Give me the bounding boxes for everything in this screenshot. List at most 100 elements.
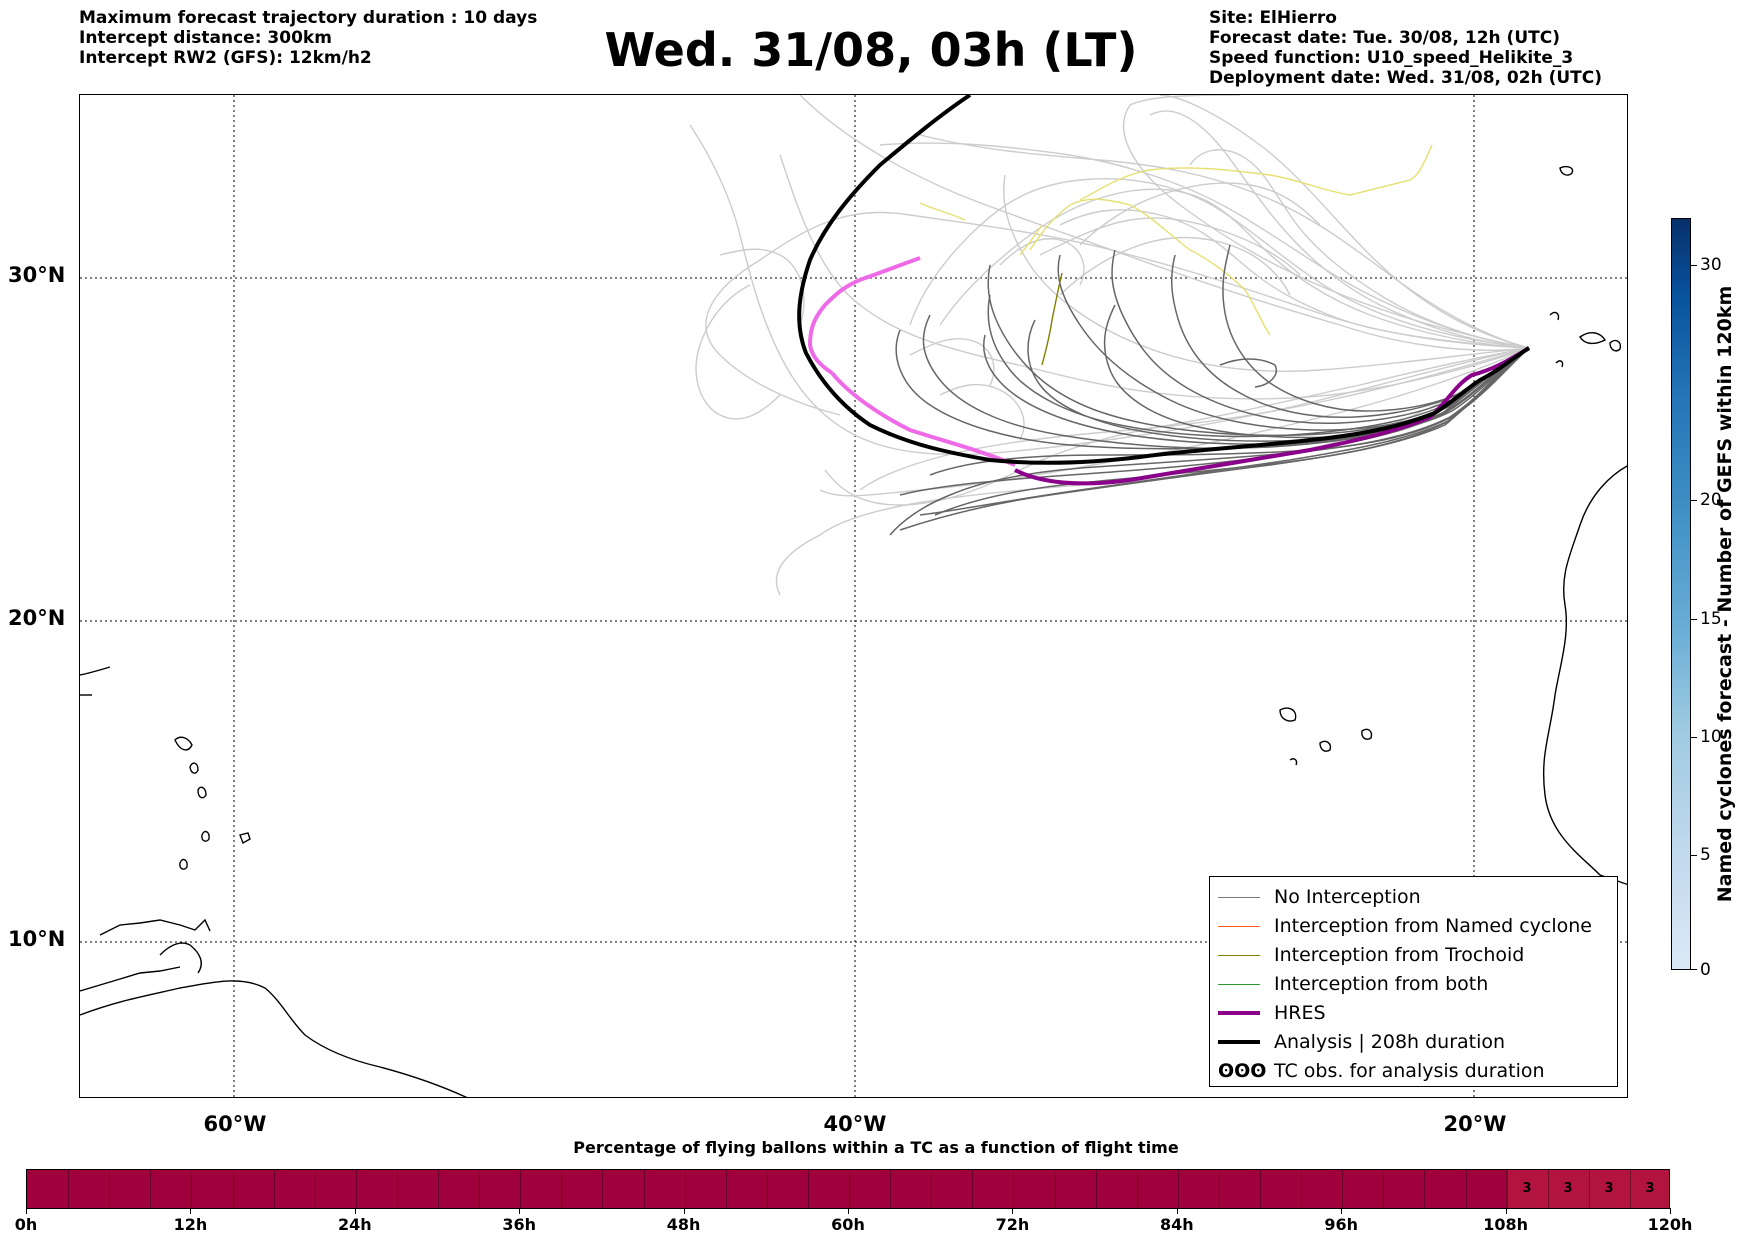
header-left-info: Maximum forecast trajectory duration : 1…: [79, 8, 537, 68]
flight-time-segment-divider: [807, 1170, 809, 1208]
flight-time-segment-divider: [1506, 1170, 1508, 1208]
flight-time-segment-divider: [561, 1170, 563, 1208]
ensemble-trajectories-light: [689, 95, 1530, 596]
trajectory-dark-17: [1219, 358, 1277, 388]
flight-time-segment-divider: [273, 1170, 275, 1208]
island-dominica: [189, 762, 199, 774]
flight-time-segment-divider: [1136, 1170, 1138, 1208]
flight-time-tick-label: 48h: [666, 1215, 701, 1234]
trochoid-trajectory: [1041, 272, 1063, 366]
trajectory-light-8: [689, 124, 1530, 456]
trajectory-light-20: [719, 248, 805, 326]
trajectory-light-4: [705, 211, 1530, 416]
colorbar-label-30: 30: [1700, 255, 1722, 275]
trinidad-island: [159, 942, 202, 974]
hres-trajectory: [1014, 346, 1531, 486]
page-title-text: Wed. 31/08, 03h (LT): [604, 23, 1138, 77]
legend-item-no-interception: No Interception: [1210, 883, 1617, 912]
header-left-line-3: Intercept RW2 (GFS): 12km/h2: [79, 48, 372, 68]
coastlines: [80, 165, 1627, 1097]
trajectory-dark-15: [934, 347, 1530, 516]
flight-time-tick: [1176, 1208, 1178, 1214]
flight-time-tick-label: 96h: [1324, 1215, 1359, 1234]
yellow-trajectory-4: [1019, 224, 1043, 256]
trajectory-dark-7: [987, 264, 1530, 437]
colorbar: [1671, 218, 1691, 970]
legend-item-both: Interception from both: [1210, 970, 1617, 999]
flight-time-segment-divider: [1424, 1170, 1426, 1208]
flight-time-value-3: 3: [1604, 1181, 1614, 1196]
flight-time-title: Percentage of flying ballons within a TC…: [573, 1138, 1179, 1157]
trajectory-light-7: [1159, 95, 1530, 349]
flight-time-segment-divider: [1465, 1170, 1467, 1208]
trajectory-light-14: [1149, 110, 1530, 349]
coastline-venezuela: [80, 966, 181, 992]
trajectory-dark-18: [1027, 319, 1530, 442]
flight-time-segment-divider: [1054, 1170, 1056, 1208]
flight-time-segment-divider: [396, 1170, 398, 1208]
header-left-line-1: Maximum forecast trajectory duration : 1…: [79, 8, 538, 28]
lon-label-20w: 20°W: [1443, 1112, 1507, 1136]
trajectory-light-13: [824, 347, 1530, 506]
flight-time-segment-divider: [1177, 1170, 1179, 1208]
flight-time-tick: [1670, 1208, 1671, 1214]
lat-label-30n: 30°N: [8, 263, 66, 287]
flight-time-tick-label: 84h: [1159, 1215, 1194, 1234]
island-fuerteventura: [1579, 332, 1607, 345]
island-madeira: [1549, 311, 1560, 321]
flight-time-segment-divider: [890, 1170, 892, 1208]
legend-label-trochoid: Interception from Trochoid: [1274, 944, 1525, 966]
legend-label-named-cyclone: Interception from Named cyclone: [1274, 915, 1592, 937]
island-barbados: [239, 832, 251, 845]
island-cape-verde-2: [1319, 740, 1332, 752]
island-guadeloupe: [174, 736, 193, 751]
colorbar-label-10: 10: [1700, 727, 1722, 747]
coastline-south-america: [80, 980, 468, 1097]
legend-label-tc-obs: TC obs. for analysis duration: [1274, 1060, 1545, 1082]
trajectory-light-21: [1079, 182, 1321, 246]
colorbar-title: Named cyclones forecast - Number of GEFS…: [1714, 285, 1736, 903]
coastline-paria: [99, 918, 211, 936]
legend-item-hres: HRES: [1210, 999, 1617, 1028]
island-azores: [1559, 165, 1574, 176]
map-canvas: [80, 95, 1627, 1097]
trajectory-dark-14: [889, 347, 1530, 536]
flight-time-segment-divider: [684, 1170, 686, 1208]
flight-time-value-4: 3: [1645, 1181, 1655, 1196]
legend-swatch-no-interception: [1218, 897, 1260, 898]
flight-time-segment-divider: [1260, 1170, 1261, 1208]
flight-time-tick-label: 0h: [14, 1215, 38, 1234]
header-right-line-3: Speed function: U10_speed_Helikite_3: [1209, 48, 1574, 68]
island-st-lucia: [201, 830, 210, 842]
flight-time-segment-divider: [1342, 1170, 1344, 1208]
colorbar-label-20: 20: [1700, 490, 1722, 510]
flight-time-segment-divider: [1218, 1170, 1220, 1208]
legend-label-no-interception: No Interception: [1274, 886, 1421, 908]
flight-time-segment-divider: [931, 1170, 933, 1208]
trajectory-light-19: [695, 284, 781, 420]
flight-time-tick-label: 12h: [173, 1215, 208, 1234]
flight-time-segment-divider: [972, 1170, 974, 1208]
flight-time-tick-label: 120h: [1647, 1215, 1693, 1234]
trajectory-dark-13: [983, 334, 1530, 445]
map-legend: No Interception Interception from Named …: [1209, 876, 1618, 1087]
island-lanzarote: [1609, 339, 1622, 352]
trajectory-light-6: [919, 134, 1530, 349]
trajectory-light-25: [909, 338, 995, 386]
colorbar-label-15: 15: [1700, 609, 1722, 629]
yellow-trajectories: [919, 144, 1433, 336]
trajectory-light-23: [1059, 236, 1291, 296]
colorbar-tick-0: [1691, 969, 1697, 970]
legend-item-tc-obs: ʘʘʘ TC obs. for analysis duration: [1210, 1057, 1617, 1086]
lat-label-20n: 20°N: [8, 606, 66, 630]
header-right-line-2: Forecast date: Tue. 30/08, 12h (UTC): [1209, 28, 1560, 48]
flight-time-tick: [1341, 1208, 1343, 1214]
trajectory-light-12: [1003, 174, 1530, 372]
trajectory-light-26: [939, 383, 1025, 441]
trajectory-light-22: [1039, 217, 1301, 276]
flight-time-tick: [354, 1208, 356, 1214]
flight-time-segment-divider: [1629, 1170, 1631, 1208]
colorbar-label-5: 5: [1700, 845, 1711, 865]
flight-time-segment-divider: [1588, 1170, 1590, 1208]
flight-time-tick-label: 36h: [502, 1215, 537, 1234]
